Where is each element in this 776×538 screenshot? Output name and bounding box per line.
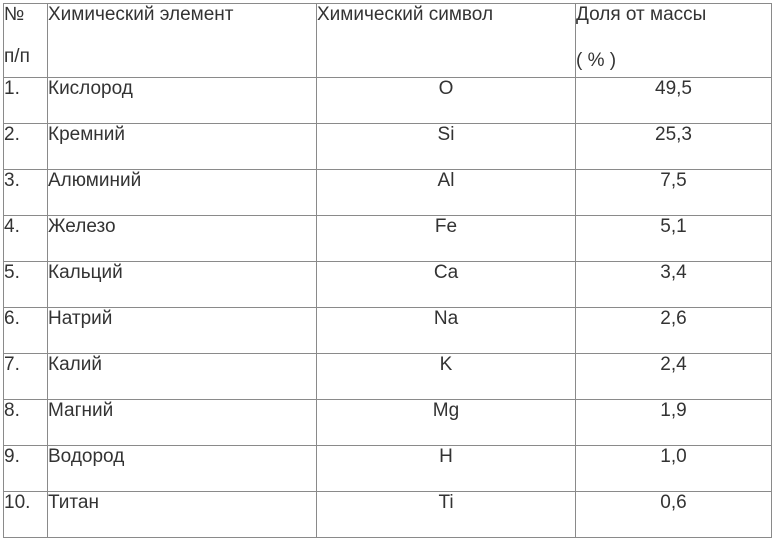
element-name: Калий — [47, 353, 317, 400]
element-symbol: Si — [316, 123, 576, 170]
mass-percent: 1,9 — [575, 399, 772, 446]
table-row: 4. Железо Fe 5,1 — [3, 215, 772, 262]
row-number: 9. — [3, 445, 48, 492]
table-row: 3. Алюминий Al 7,5 — [3, 169, 772, 216]
row-number: 2. — [3, 123, 48, 170]
row-number: 4. — [3, 215, 48, 262]
element-name: Кальций — [47, 261, 317, 308]
row-number: 3. — [3, 169, 48, 216]
header-element: Химический элемент — [47, 3, 317, 78]
elements-table: № п/п Химический элемент Химический симв… — [3, 3, 772, 538]
mass-percent: 5,1 — [575, 215, 772, 262]
element-name: Водород — [47, 445, 317, 492]
element-symbol: Al — [316, 169, 576, 216]
table-row: 2. Кремний Si 25,3 — [3, 123, 772, 170]
element-name: Алюминий — [47, 169, 317, 216]
element-symbol: H — [316, 445, 576, 492]
header-row: № п/п Химический элемент Химический симв… — [3, 3, 772, 78]
header-number: № п/п — [3, 3, 48, 78]
table-body: 1. Кислород O 49,5 2. Кремний Si 25,3 3.… — [3, 77, 772, 538]
header-mass-share-line1: Доля от массы — [576, 4, 707, 25]
mass-percent: 49,5 — [575, 77, 772, 124]
row-number: 10. — [3, 491, 48, 538]
row-number: 6. — [3, 307, 48, 354]
mass-percent: 2,4 — [575, 353, 772, 400]
element-symbol: O — [316, 77, 576, 124]
element-symbol: Ti — [316, 491, 576, 538]
mass-percent: 0,6 — [575, 491, 772, 538]
row-number: 8. — [3, 399, 48, 446]
element-name: Натрий — [47, 307, 317, 354]
mass-percent: 25,3 — [575, 123, 772, 170]
row-number: 5. — [3, 261, 48, 308]
header-mass-share-line2: ( % ) — [576, 50, 617, 71]
element-symbol: Mg — [316, 399, 576, 446]
row-number: 7. — [3, 353, 48, 400]
element-symbol: Ca — [316, 261, 576, 308]
element-symbol: K — [316, 353, 576, 400]
element-name: Кислород — [47, 77, 317, 124]
element-symbol: Fe — [316, 215, 576, 262]
table-row: 5. Кальций Ca 3,4 — [3, 261, 772, 308]
table-row: 10. Титан Ti 0,6 — [3, 491, 772, 538]
table-row: 1. Кислород O 49,5 — [3, 77, 772, 124]
table-row: 7. Калий K 2,4 — [3, 353, 772, 400]
element-name: Титан — [47, 491, 317, 538]
element-name: Магний — [47, 399, 317, 446]
mass-percent: 2,6 — [575, 307, 772, 354]
element-name: Железо — [47, 215, 317, 262]
header-number-line1: № — [4, 4, 25, 25]
header-number-line2: п/п — [4, 46, 30, 67]
table-header: № п/п Химический элемент Химический симв… — [3, 3, 772, 78]
row-number: 1. — [3, 77, 48, 124]
header-symbol: Химический символ — [316, 3, 576, 78]
element-symbol: Na — [316, 307, 576, 354]
mass-percent: 3,4 — [575, 261, 772, 308]
header-mass-share: Доля от массы ( % ) — [575, 3, 772, 78]
element-name: Кремний — [47, 123, 317, 170]
table-row: 6. Натрий Na 2,6 — [3, 307, 772, 354]
mass-percent: 7,5 — [575, 169, 772, 216]
mass-percent: 1,0 — [575, 445, 772, 492]
table-row: 9. Водород H 1,0 — [3, 445, 772, 492]
table-row: 8. Магний Mg 1,9 — [3, 399, 772, 446]
